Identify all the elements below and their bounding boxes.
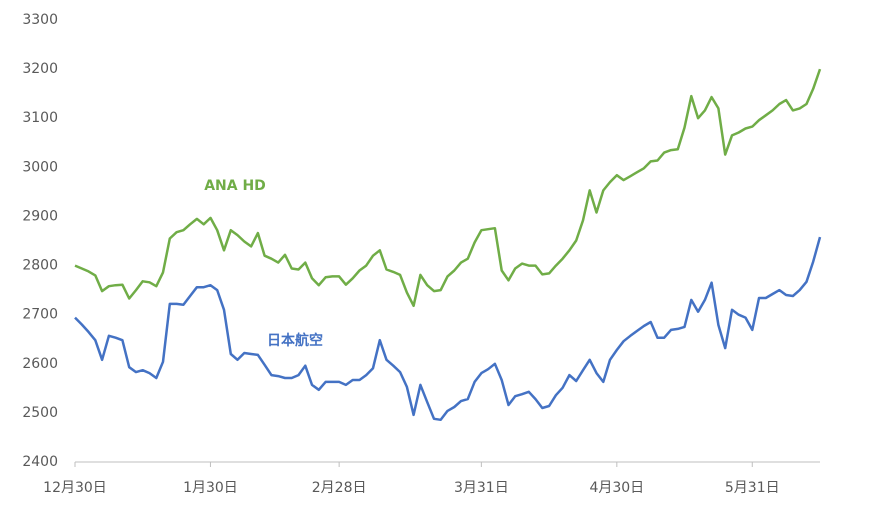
x-tick-label: 5月31日 — [725, 480, 780, 496]
y-tick-label: 2900 — [22, 208, 58, 224]
y-tick-label: 3200 — [22, 61, 58, 77]
y-tick-label: 2800 — [22, 258, 58, 274]
series-label: ANA HD — [204, 178, 266, 194]
y-tick-label: 2600 — [22, 356, 58, 372]
y-tick-label: 3100 — [22, 110, 58, 126]
x-tick-label: 1月30日 — [183, 480, 238, 496]
x-tick-label: 3月31日 — [454, 480, 509, 496]
x-tick-label: 4月30日 — [589, 480, 644, 496]
x-tick-label: 2月28日 — [312, 480, 367, 496]
series-label: 日本航空 — [267, 332, 323, 349]
y-tick-label: 3000 — [22, 159, 58, 175]
y-tick-label: 2500 — [22, 405, 58, 421]
x-tick-label: 12月30日 — [43, 480, 107, 496]
y-tick-label: 2700 — [22, 307, 58, 323]
y-tick-label: 3300 — [22, 12, 58, 28]
series-line — [74, 236, 822, 422]
series-line — [74, 68, 822, 308]
y-tick-label: 2400 — [22, 454, 58, 470]
